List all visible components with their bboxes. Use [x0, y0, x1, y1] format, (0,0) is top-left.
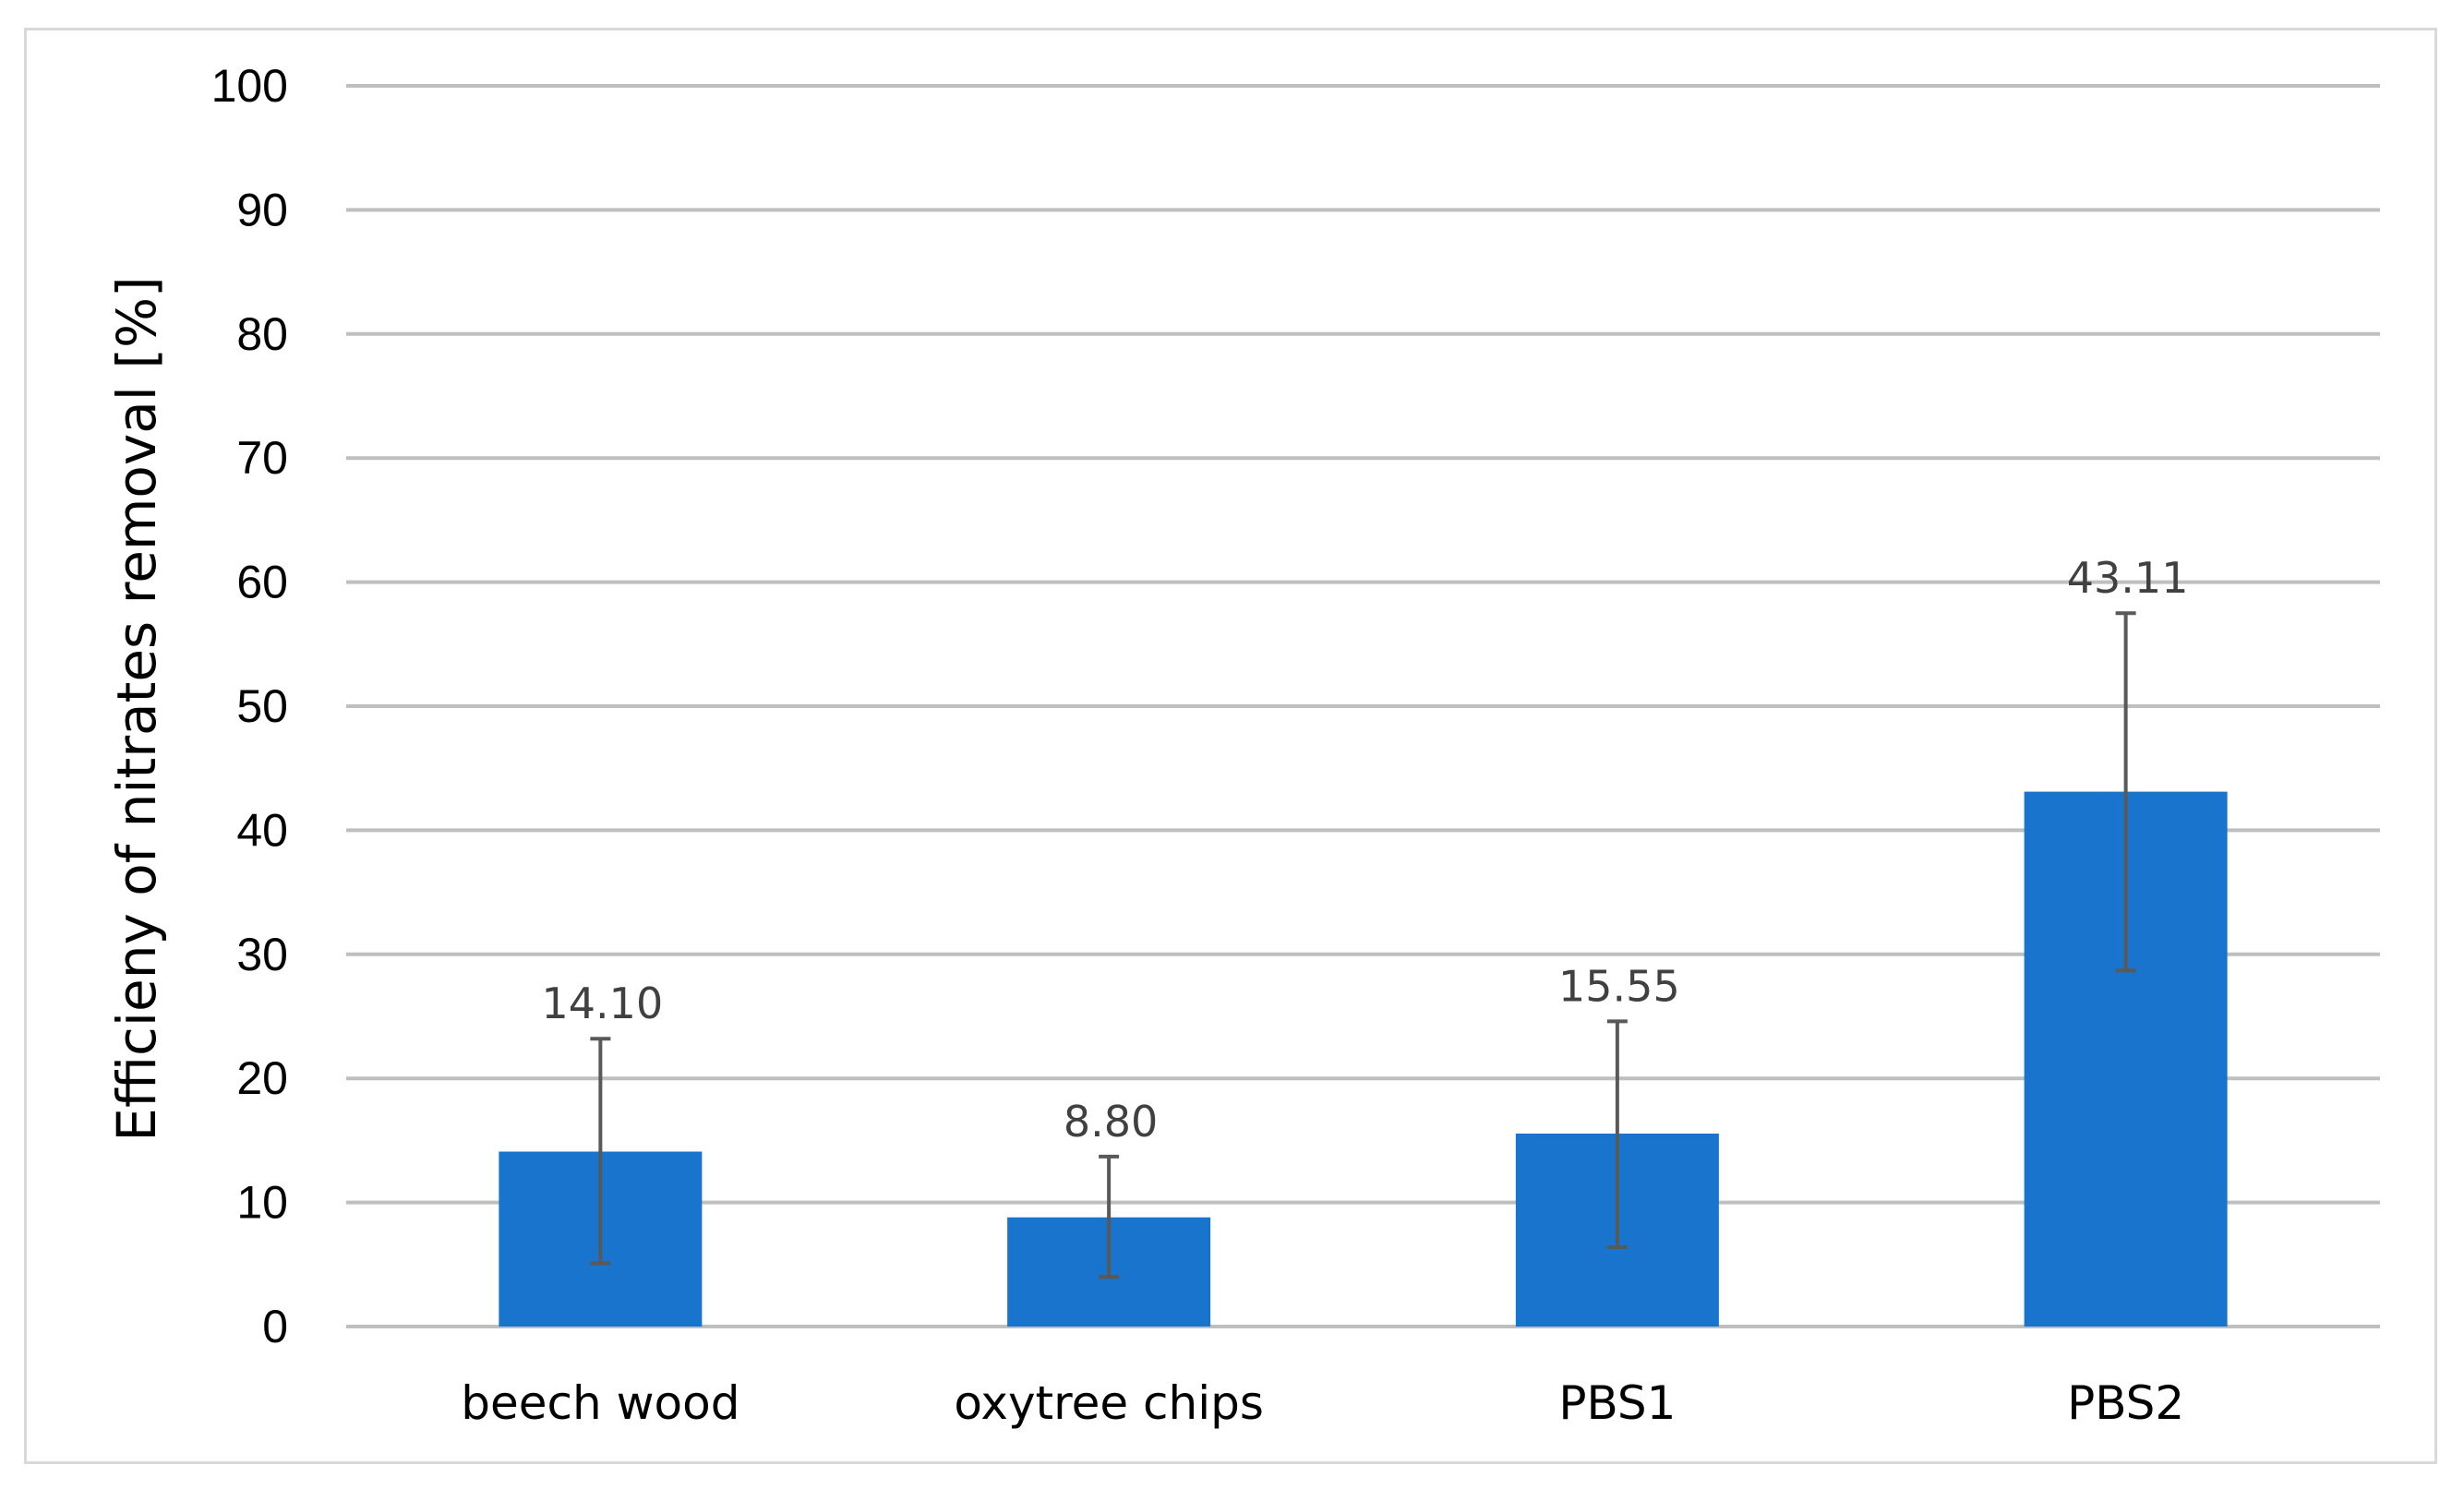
y-tick-label-80: 80 [236, 308, 288, 360]
bars [499, 791, 2228, 1327]
y-tick-label-10: 10 [236, 1177, 288, 1229]
y-axis-ticks: 0 10 20 30 40 50 60 70 80 90 100 [211, 60, 288, 1352]
y-tick-label-0: 0 [262, 1301, 288, 1352]
x-category-label-2: PBS1 [1558, 1376, 1676, 1430]
data-label-0: 14.10 [542, 979, 664, 1028]
data-label-1: 8.80 [1064, 1097, 1158, 1147]
data-label-2: 15.55 [1558, 961, 1680, 1011]
y-tick-label-90: 90 [236, 184, 288, 235]
error-bar-3 [2115, 611, 2136, 973]
y-tick-label-50: 50 [236, 680, 288, 732]
error-bar-1 [1099, 1154, 1120, 1279]
y-axis-title: Efficieny of nitrates removal [%] [105, 276, 168, 1141]
y-tick-label-20: 20 [236, 1052, 288, 1104]
y-tick-label-60: 60 [236, 557, 288, 608]
x-category-label-1: oxytree chips [954, 1376, 1264, 1430]
x-category-label-3: PBS2 [2067, 1376, 2184, 1430]
error-bars [590, 611, 2136, 1279]
x-axis-category-labels: beech wood oxytree chips PBS1 PBS2 [461, 1376, 2184, 1430]
data-label-3: 43.11 [2067, 553, 2189, 603]
error-bar-0 [590, 1037, 611, 1266]
x-category-label-0: beech wood [461, 1376, 739, 1430]
y-tick-label-40: 40 [236, 804, 288, 856]
error-bar-2 [1606, 1019, 1628, 1249]
y-tick-label-100: 100 [211, 60, 288, 112]
y-tick-label-30: 30 [236, 929, 288, 980]
y-tick-label-70: 70 [236, 432, 288, 484]
data-labels: 14.10 8.80 15.55 43.11 [542, 553, 2189, 1147]
